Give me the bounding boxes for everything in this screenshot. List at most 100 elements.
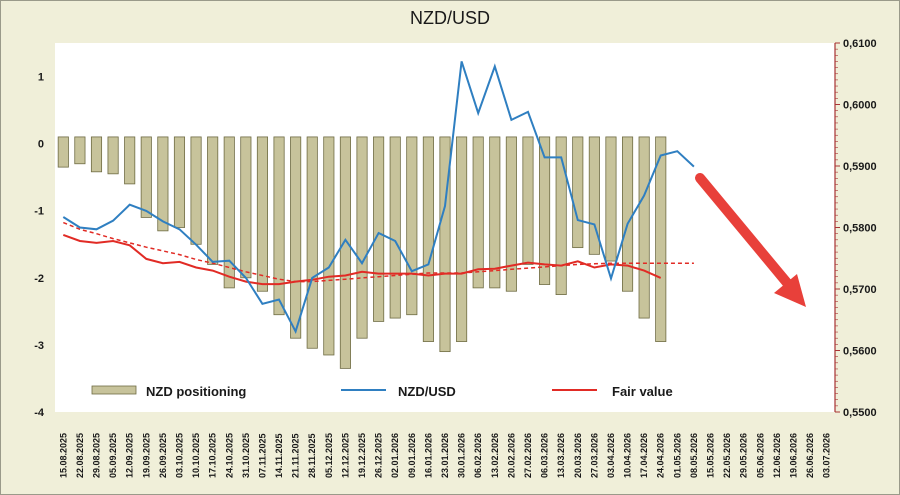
x-tick-label: 09.01.2026 <box>407 433 417 478</box>
x-tick-label: 29.08.2025 <box>91 433 101 478</box>
x-tick-label: 06.02.2026 <box>473 433 483 478</box>
fair-value-line <box>62 233 662 286</box>
positioning-bar <box>638 136 650 319</box>
positioning-bar <box>339 136 351 369</box>
x-tick-label: 31.10.2025 <box>241 433 251 478</box>
positioning-bar <box>356 136 368 339</box>
positioning-bar <box>422 136 434 342</box>
positioning-bar <box>522 136 534 265</box>
x-tick-label: 19.12.2025 <box>357 433 367 478</box>
chart-title: NZD/USD <box>410 8 490 28</box>
positioning-bar <box>439 136 451 353</box>
positioning-bar <box>555 136 567 295</box>
x-tick-label: 08.05.2026 <box>689 433 699 478</box>
positioning-bar <box>505 136 517 292</box>
positioning-bar <box>240 136 252 279</box>
right-tick-label: 0,5600 <box>843 346 877 358</box>
x-tick-label: 12.06.2026 <box>772 433 782 478</box>
positioning-bar <box>90 136 103 173</box>
x-tick-label: 21.11.2025 <box>291 433 301 478</box>
x-tick-label: 30.01.2026 <box>457 433 467 478</box>
x-tick-label: 06.03.2026 <box>540 433 550 478</box>
positioning-bar <box>124 136 136 185</box>
positioning-bar <box>323 136 335 356</box>
positioning-bar <box>588 136 600 255</box>
left-tick-label: 0 <box>38 139 44 151</box>
positioning-bar <box>406 136 418 316</box>
x-tick-label: 07.11.2025 <box>257 433 267 478</box>
x-tick-label: 01.05.2026 <box>672 433 682 478</box>
left-tick-label: -3 <box>34 340 44 352</box>
positioning-bar <box>572 136 584 249</box>
positioning-bar <box>489 136 501 289</box>
positioning-bar <box>539 136 551 285</box>
left-axis-ticks: 1 0 -1 -2 -3 -4 <box>34 72 45 419</box>
x-tick-label: 13.03.2026 <box>556 433 566 478</box>
positioning-bar <box>74 136 86 165</box>
positioning-bar <box>290 136 302 339</box>
x-tick-label: 10.04.2026 <box>623 433 633 478</box>
x-tick-label: 12.12.2025 <box>340 433 350 478</box>
down-arrow-icon <box>695 173 806 307</box>
left-tick-label: -1 <box>34 206 44 218</box>
positioning-bar <box>207 136 219 265</box>
x-tick-label: 29.05.2026 <box>739 433 749 478</box>
positioning-bar <box>389 136 401 319</box>
positioning-bar <box>140 136 152 218</box>
positioning-bar <box>373 136 385 322</box>
positioning-bar <box>190 136 202 245</box>
positioning-bar <box>306 136 318 349</box>
x-tick-label: 24.10.2025 <box>224 433 234 478</box>
x-tick-label: 19.06.2026 <box>789 433 799 478</box>
right-tick-label: 0,6000 <box>843 100 877 112</box>
x-tick-label: 03.10.2025 <box>174 433 184 478</box>
x-tick-label: 10.10.2025 <box>191 433 201 478</box>
x-tick-label: 26.12.2025 <box>374 433 384 478</box>
left-tick-label: -2 <box>34 273 44 285</box>
x-tick-label: 03.04.2026 <box>606 433 616 478</box>
legend-swatch-positioning <box>91 385 137 395</box>
x-tick-label: 24.04.2026 <box>656 433 666 478</box>
x-tick-label: 05.06.2026 <box>755 433 765 478</box>
legend: NZD positioning NZD/USD Fair value <box>91 384 673 399</box>
x-tick-label: 27.03.2026 <box>589 433 599 478</box>
fair-value-trend-line <box>63 221 694 283</box>
left-tick-label: 1 <box>38 72 44 84</box>
x-tick-label: 28.11.2025 <box>307 433 317 478</box>
positioning-bar <box>456 136 468 342</box>
positioning-bar <box>655 136 667 342</box>
right-tick-label: 0,5700 <box>843 284 877 296</box>
x-tick-label: 13.02.2026 <box>490 433 500 478</box>
arrow-head <box>774 274 806 307</box>
x-tick-label: 05.12.2025 <box>324 433 334 478</box>
positioning-bar <box>605 136 617 262</box>
positioning-bar <box>173 136 186 228</box>
right-axis-ticks: 0,6100 0,6000 0,5900 0,5800 0,5700 0,5600 0,55… <box>835 38 877 419</box>
x-axis-ticks: 15.08.2025 22.08.2025 29.08.2025 05.09.2025… <box>58 433 831 478</box>
x-tick-label: 22.05.2026 <box>722 433 732 478</box>
positioning-bar <box>157 136 169 232</box>
right-tick-label: 0,6100 <box>843 38 877 50</box>
legend-label-fair-value: Fair value <box>612 384 673 399</box>
x-tick-label: 16.01.2026 <box>423 433 433 478</box>
positioning-bar <box>223 136 235 289</box>
x-tick-label: 15.08.2025 <box>58 433 68 478</box>
x-tick-label: 17.10.2025 <box>208 433 218 478</box>
x-tick-label: 17.04.2026 <box>639 433 649 478</box>
x-tick-label: 26.06.2026 <box>805 433 815 478</box>
legend-label-positioning: NZD positioning <box>146 384 246 399</box>
left-tick-label: -4 <box>34 407 45 419</box>
x-tick-label: 20.03.2026 <box>573 433 583 478</box>
x-tick-label: 15.05.2026 <box>706 433 716 478</box>
positioning-bar <box>472 136 484 289</box>
x-tick-label: 27.02.2026 <box>523 433 533 478</box>
right-tick-label: 0,5900 <box>843 161 877 173</box>
positioning-bar <box>57 136 69 168</box>
x-tick-label: 12.09.2025 <box>125 433 135 478</box>
x-tick-label: 14.11.2025 <box>274 433 284 478</box>
legend-label-nzdusd: NZD/USD <box>398 384 456 399</box>
positioning-bar <box>273 136 285 316</box>
right-tick-label: 0,5500 <box>843 407 877 419</box>
x-tick-label: 02.01.2026 <box>390 433 400 478</box>
